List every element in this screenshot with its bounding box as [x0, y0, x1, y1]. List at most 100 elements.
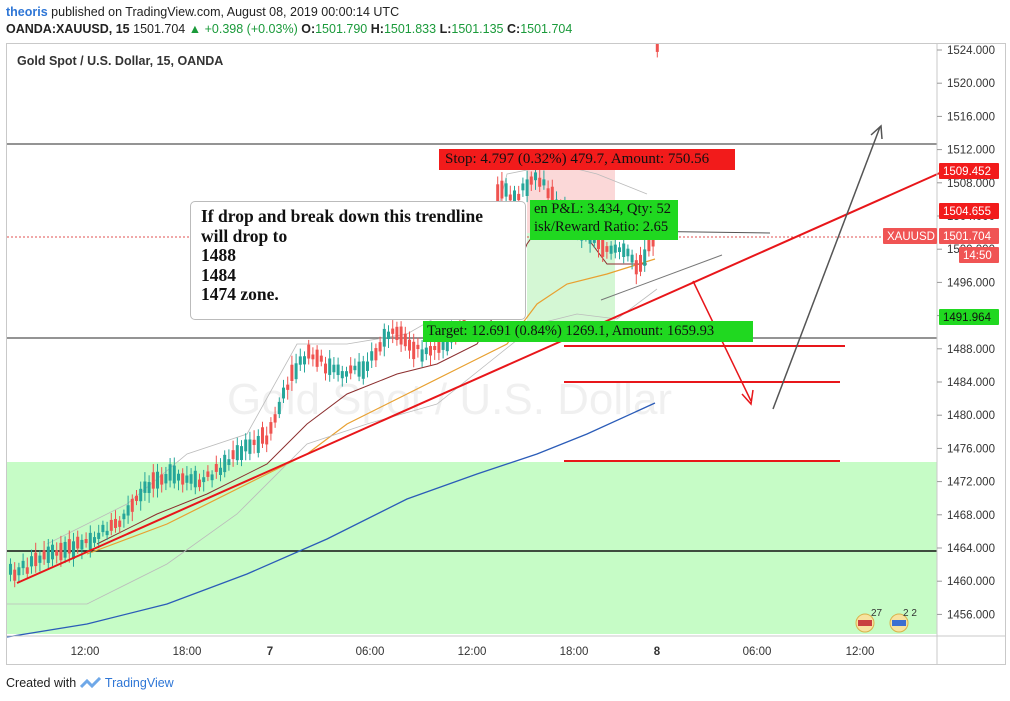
candle — [63, 536, 67, 564]
candle — [256, 429, 260, 458]
time-tick: 12:00 — [458, 646, 487, 658]
candle — [311, 347, 315, 367]
candle — [164, 466, 168, 491]
candle — [298, 348, 302, 371]
candle — [408, 331, 411, 359]
high-value: 1501.833 — [383, 22, 437, 36]
annotation-callout[interactable]: If drop and break down this trendline wi… — [190, 201, 526, 320]
candle — [412, 333, 416, 368]
candle — [231, 440, 235, 467]
rise-arrowhead-icon — [870, 124, 883, 140]
annotation-line-2: will drop to — [201, 225, 288, 246]
candle — [273, 406, 277, 428]
candle — [336, 357, 340, 382]
author-link[interactable]: theoris — [6, 5, 48, 19]
candle — [534, 167, 537, 190]
trendline[interactable] — [16, 171, 943, 584]
candle — [416, 337, 420, 358]
candle — [143, 472, 147, 501]
price-axis-label: 1504.655 — [939, 203, 999, 219]
pnl-line2: isk/Reward Ratio: 2.65 — [534, 219, 669, 235]
svg-text:1509.452: 1509.452 — [943, 166, 991, 178]
candle — [357, 353, 361, 382]
price-axis-label: 1501.704 — [939, 228, 999, 244]
price-tick: 1468.000 — [947, 510, 995, 522]
candle — [609, 241, 613, 260]
candle — [622, 238, 626, 264]
created-with-text: Created with — [6, 676, 77, 690]
candle — [46, 538, 50, 570]
time-axis[interactable]: 12:00 18:00 7 06:00 12:00 18:00 8 06:00 12:00 — [71, 646, 875, 658]
close-value: 1501.704 — [520, 22, 573, 36]
annotation-line-5: 1474 zone. — [201, 284, 279, 304]
low-value: 1501.135 — [451, 22, 504, 36]
price-tick: 1516.000 — [947, 111, 995, 123]
price-tick: 1508.000 — [947, 178, 995, 190]
candle — [252, 430, 256, 454]
candle — [634, 253, 638, 285]
price-axis-label: 1509.452 — [939, 163, 999, 179]
candle — [378, 336, 382, 356]
candle — [30, 549, 33, 574]
time-tick: 18:00 — [173, 646, 202, 658]
candle — [420, 340, 424, 367]
annotation-line-4: 1484 — [201, 264, 236, 285]
candle — [366, 352, 369, 378]
candle — [643, 239, 647, 272]
candle — [51, 539, 54, 567]
chart-legend: Gold Spot / U.S. Dollar, 15, OANDA — [17, 54, 224, 68]
candle — [340, 365, 344, 387]
annotation-line-1: If drop and break down this trendline — [201, 206, 484, 226]
candle — [202, 469, 206, 492]
economic-event-icon[interactable]: 2 2 — [889, 608, 917, 633]
chart-panel[interactable]: Gold Spot / U.S. Dollar 1524.000 1520 — [6, 43, 1006, 665]
candle — [244, 433, 248, 461]
candle — [626, 244, 630, 262]
tradingview-logo-icon[interactable] — [79, 676, 102, 691]
wedge-lower-line — [600, 254, 723, 301]
open-value: 1501.790 — [315, 22, 368, 36]
candle — [345, 366, 348, 384]
candle — [294, 353, 298, 384]
high-label: H: — [370, 22, 384, 36]
tradingview-link[interactable]: TradingView — [104, 676, 174, 690]
time-tick: 06:00 — [743, 646, 772, 658]
pnl-label: en P&L: 3.434, Qty: 52 isk/Reward Ratio:… — [530, 200, 678, 240]
ohlc-line: OANDA:XAUUSD, 15 1501.704 ▲ +0.398 (+0.0… — [6, 22, 572, 36]
svg-text:14:50: 14:50 — [963, 250, 992, 262]
up-arrow-icon: ▲ — [188, 22, 202, 36]
price-axis[interactable]: 1524.000 1520.000 1516.000 1512.000 1508.000… — [937, 45, 995, 621]
candle — [67, 530, 71, 563]
candle — [403, 326, 407, 351]
candle — [290, 355, 294, 391]
candle — [13, 562, 17, 588]
candle — [88, 525, 92, 558]
price-axis-labels: 1509.452 1504.655 XAUUSD 1501.704 14:50 1491.… — [883, 163, 999, 325]
candle — [76, 530, 80, 554]
svg-text:XAUUSD: XAUUSD — [887, 231, 935, 243]
candle — [219, 458, 222, 482]
candle — [84, 532, 88, 548]
svg-text:1491.964: 1491.964 — [943, 312, 992, 324]
candle — [17, 562, 21, 583]
candle — [324, 356, 327, 381]
event-icons[interactable]: 27 2 2 — [853, 608, 917, 638]
target-label: Target: 12.691 (0.84%) 1269.1, Amount: 1… — [423, 321, 753, 342]
dividend-icon[interactable]: 27 — [855, 608, 883, 633]
price-tick: 1496.000 — [947, 277, 995, 289]
candle — [399, 321, 403, 352]
candle — [374, 343, 378, 368]
ma-slow — [7, 402, 656, 638]
chart-header: theoris published on TradingView.com, Au… — [0, 0, 1010, 42]
candle — [223, 450, 227, 478]
price-axis-label: 1491.964 — [939, 309, 999, 325]
candle — [160, 467, 164, 493]
candle — [538, 168, 542, 193]
candle — [618, 241, 621, 260]
time-tick: 12:00 — [846, 646, 875, 658]
candle — [261, 421, 264, 449]
candle — [210, 470, 214, 488]
candle — [525, 170, 529, 203]
candle — [118, 516, 122, 534]
